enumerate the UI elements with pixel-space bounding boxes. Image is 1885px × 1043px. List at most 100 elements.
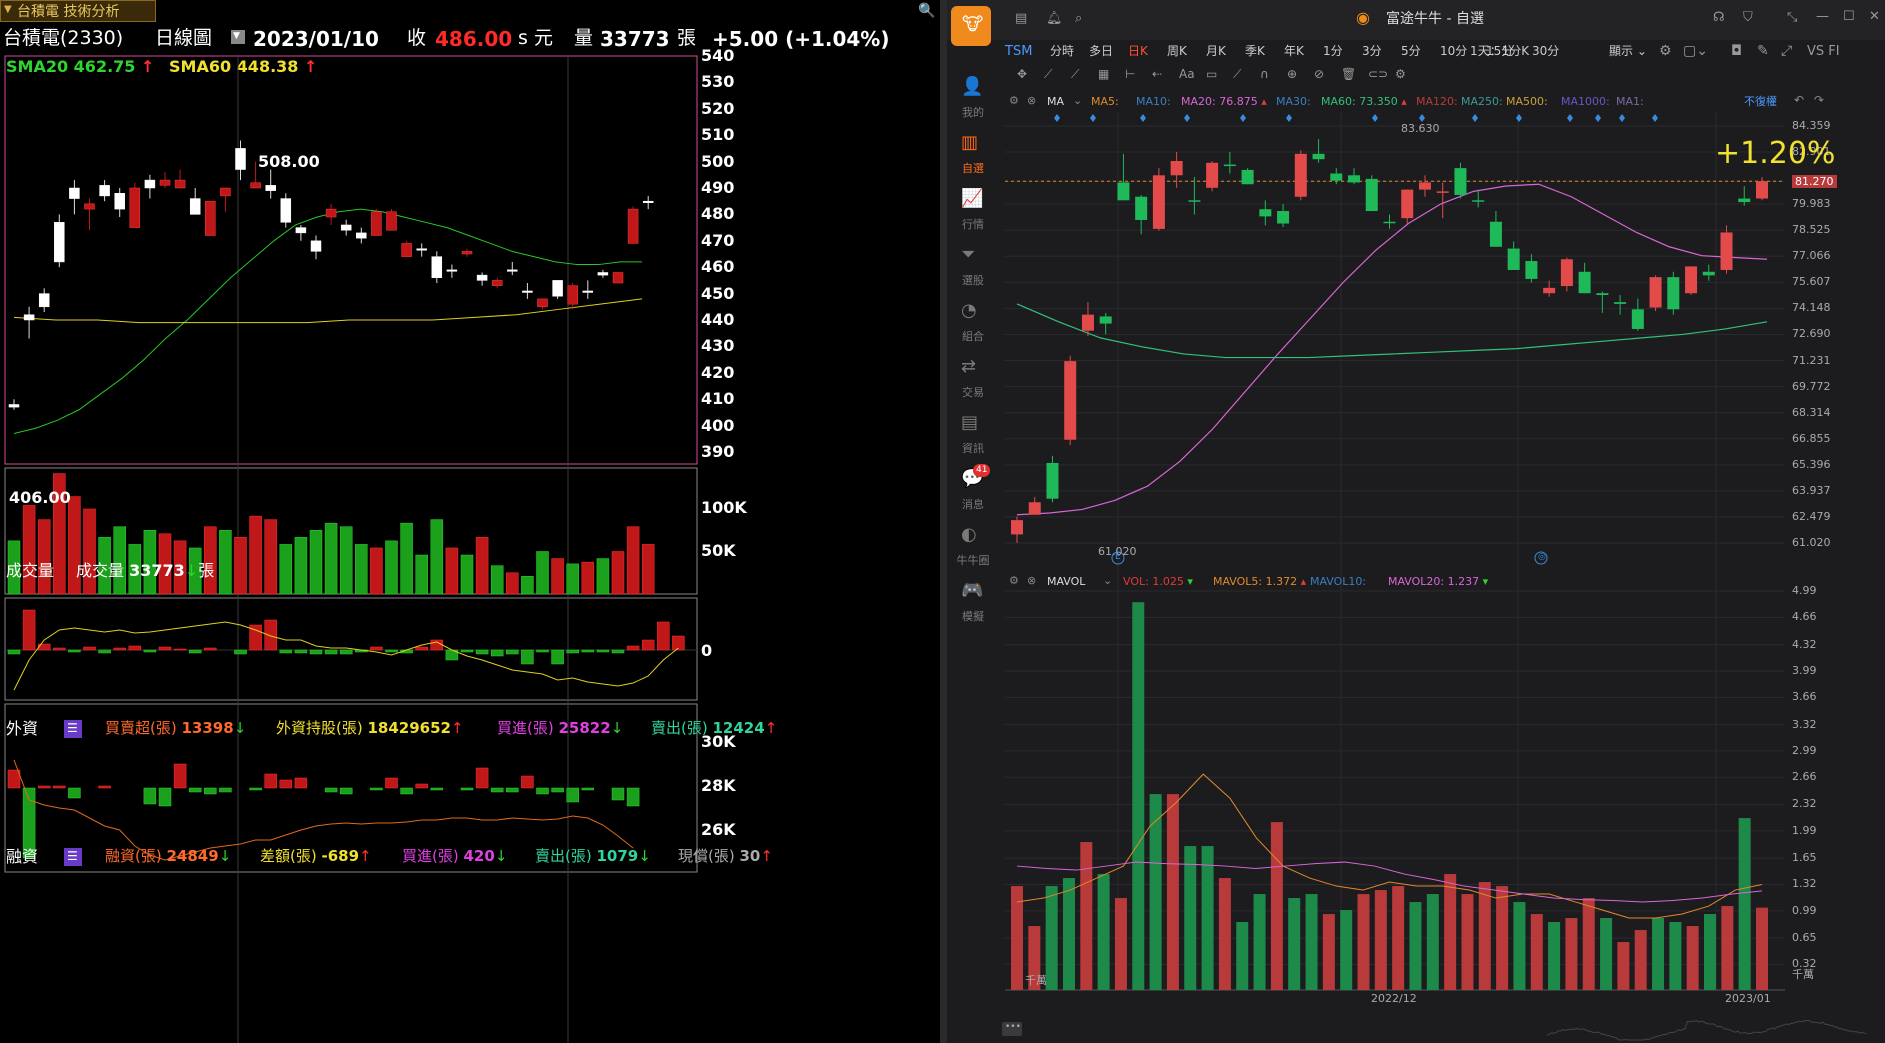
mavol-name[interactable]: MAVOL: [1047, 576, 1085, 587]
foreign-bar: [416, 647, 428, 650]
price-axis-tick: 450: [701, 286, 734, 302]
date-axis-label: 2023/01: [1725, 993, 1771, 1004]
candle-body: [643, 201, 653, 203]
foreign-bar: [521, 650, 533, 664]
panel-divider[interactable]: [940, 0, 947, 1043]
volume-bar: [1184, 846, 1196, 990]
margin-axis-tick: 30K: [701, 734, 736, 750]
volume-axis-tick: 2.32: [1792, 798, 1817, 809]
volume-legend-item[interactable]: MAVOL20: 1.237 ▾: [1388, 576, 1488, 587]
volume-bar: [23, 505, 35, 594]
volume-bar: [1652, 918, 1664, 990]
margin-diff-label: 差額(張) -689↑: [260, 849, 372, 864]
margin-axis-tick: 28K: [701, 778, 736, 794]
high-price-label: 508.00: [258, 154, 320, 170]
volume-bar: [1565, 918, 1577, 990]
volume-axis-tick: 1.32: [1792, 878, 1817, 889]
volume-legend-item[interactable]: VOL: 1.025 ▾: [1123, 576, 1193, 587]
volume-axis-tick: 千萬: [1792, 969, 1814, 980]
margin-bar: [431, 788, 443, 790]
margin-repay-label: 現償(張) 30↑: [678, 849, 773, 864]
foreign-bar: [23, 610, 35, 650]
volume-bar: [552, 559, 564, 594]
candle-body: [1153, 175, 1165, 229]
volume-bar: [1375, 890, 1387, 990]
candle-body: [1046, 463, 1058, 499]
candle-body: [1508, 249, 1520, 270]
candle-body: [1543, 288, 1555, 293]
volume-bar: [1132, 602, 1144, 990]
price-axis-tick: 61.020: [1792, 537, 1831, 548]
candle-body: [100, 185, 110, 196]
candle-body: [1100, 316, 1112, 323]
price-axis-tick: 81.270: [1792, 175, 1837, 188]
volume-bar: [355, 544, 367, 594]
volume-axis-tick: 0.99: [1792, 905, 1817, 916]
price-chart[interactable]: [0, 0, 940, 1043]
margin-bar: [144, 788, 156, 804]
volume-bar: [1583, 898, 1595, 990]
foreign-bar: [552, 650, 564, 664]
margin-bar: [521, 776, 533, 788]
volume-bar: [1513, 902, 1525, 990]
candle-body: [1277, 211, 1289, 224]
margin-bar: [416, 784, 428, 788]
candle-body: [160, 180, 170, 185]
candle-body: [1295, 154, 1307, 197]
volume-bar: [1080, 842, 1092, 990]
candle-body: [1348, 175, 1360, 182]
candle-body: [341, 225, 351, 230]
volume-bar: [1600, 918, 1612, 990]
price-axis-tick: 540: [701, 48, 734, 64]
candle-body: [402, 243, 412, 256]
volume-bar: [1531, 914, 1543, 990]
event-marker-label: ◎: [1538, 553, 1546, 562]
volume-axis-tick: 4.32: [1792, 639, 1817, 650]
volume-axis-tick: 50K: [701, 543, 736, 559]
volume-legend: ⚙ ⊗ MAVOL ⌄ VOL: 1.025 ▾ MAVOL5: 1.372 ▴ M…: [1005, 572, 1885, 592]
margin-bar: [174, 764, 186, 788]
candle-body: [311, 241, 321, 252]
candle-body: [628, 209, 638, 243]
list-icon[interactable]: ☰: [64, 848, 82, 866]
volume-bar: [1202, 846, 1214, 990]
more-button[interactable]: •••: [1002, 1022, 1022, 1036]
vol-settings-icon[interactable]: ⚙: [1009, 575, 1019, 586]
volume-bar: [1669, 922, 1681, 990]
margin-bar: [38, 786, 50, 788]
list-icon[interactable]: ☰: [64, 720, 82, 738]
foreign-bar: [295, 650, 307, 653]
volume-bar: [431, 520, 443, 594]
volume-bar: [1427, 894, 1439, 990]
margin-bar: [99, 786, 111, 788]
candle-body: [251, 183, 261, 188]
price-axis-tick: 430: [701, 338, 734, 354]
volume-legend-item[interactable]: MAVOL10:: [1310, 576, 1366, 587]
volume-bar: [280, 544, 292, 594]
vol-close-icon[interactable]: ⊗: [1027, 575, 1036, 586]
pct-change-label: +1.20%: [1715, 139, 1835, 169]
volume-bar: [582, 562, 594, 594]
candle-body: [190, 199, 200, 215]
volume-bar: [476, 537, 488, 594]
volume-axis-tick: 4.99: [1792, 585, 1817, 596]
volume-legend-item[interactable]: MAVOL5: 1.372 ▴: [1213, 576, 1306, 587]
margin-axis-tick: 26K: [701, 822, 736, 838]
candle-body: [220, 188, 230, 196]
foreign-bar: [370, 647, 382, 650]
foreign-bar: [204, 648, 216, 650]
candle-body: [1703, 272, 1715, 276]
volume-bar: [1306, 894, 1318, 990]
volume-bar: [627, 527, 639, 594]
candle-body: [1721, 232, 1733, 270]
volume-bar: [1444, 874, 1456, 990]
candle-body: [613, 272, 623, 283]
mavol-dropdown-icon[interactable]: ⌄: [1103, 575, 1112, 586]
foreign-bar: [68, 650, 80, 652]
candle-body: [69, 188, 79, 199]
price-axis-tick: 71.231: [1792, 355, 1831, 366]
price-axis-tick: 490: [701, 180, 734, 196]
foreign-bar: [8, 650, 20, 654]
price-axis-tick: 410: [701, 391, 734, 407]
volume-bar: [416, 555, 428, 594]
